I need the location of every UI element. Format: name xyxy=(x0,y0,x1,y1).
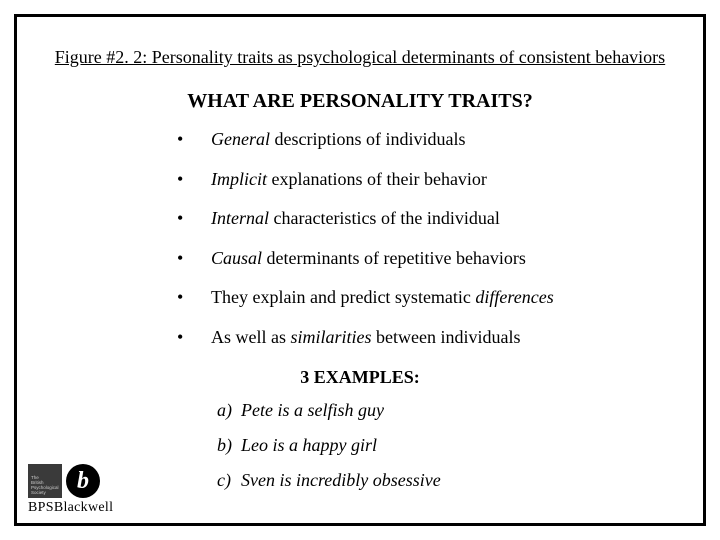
example-item: b)Leo is a happy girl xyxy=(217,435,673,456)
italic-word: similarities xyxy=(291,327,372,347)
logo-top-row: The British Psychological Society b xyxy=(28,464,138,498)
list-item: Causal determinants of repetitive behavi… xyxy=(177,248,593,270)
italic-word: General xyxy=(211,129,270,149)
example-text: Sven is incredibly obsessive xyxy=(241,470,441,490)
list-item: They explain and predict systematic diff… xyxy=(177,287,593,309)
examples-list: a)Pete is a selfish guy b)Leo is a happy… xyxy=(217,400,673,491)
logo-wordmark: BPSBlackwell xyxy=(28,500,138,516)
list-item: As well as similarities between individu… xyxy=(177,327,593,349)
publisher-logo: The British Psychological Society b BPSB… xyxy=(28,464,138,516)
italic-word: Causal xyxy=(211,248,262,268)
italic-word: Implicit xyxy=(211,169,267,189)
bullet-text: characteristics of the individual xyxy=(269,208,500,228)
bullet-text: between individuals xyxy=(372,327,521,347)
wordmark-prefix: BPS xyxy=(28,500,54,515)
italic-word: Internal xyxy=(211,208,269,228)
main-heading: WHAT ARE PERSONALITY TRAITS? xyxy=(107,90,613,113)
bullet-text: They explain and predict systematic xyxy=(211,287,475,307)
bps-square-icon: The British Psychological Society xyxy=(28,464,62,498)
bullet-text: descriptions of individuals xyxy=(270,129,465,149)
figure-caption: Figure #2. 2: Personality traits as psyc… xyxy=(47,47,673,68)
wordmark-rest: Blackwell xyxy=(54,500,113,515)
italic-word: differences xyxy=(475,287,553,307)
example-label: a) xyxy=(217,400,241,421)
list-item: General descriptions of individuals xyxy=(177,129,593,151)
examples-heading: 3 EXAMPLES: xyxy=(47,367,673,388)
bullet-text: As well as xyxy=(211,327,291,347)
bullet-text: explanations of their behavior xyxy=(267,169,487,189)
logo-square-line: Society xyxy=(31,491,59,496)
list-item: Internal characteristics of the individu… xyxy=(177,208,593,230)
blackwell-b-icon: b xyxy=(66,464,100,498)
example-text: Leo is a happy girl xyxy=(241,435,377,455)
example-text: Pete is a selfish guy xyxy=(241,400,384,420)
example-item: a)Pete is a selfish guy xyxy=(217,400,673,421)
example-label: b) xyxy=(217,435,241,456)
example-item: c)Sven is incredibly obsessive xyxy=(217,470,673,491)
slide-frame: Figure #2. 2: Personality traits as psyc… xyxy=(14,14,706,526)
list-item: Implicit explanations of their behavior xyxy=(177,169,593,191)
bullet-list: General descriptions of individuals Impl… xyxy=(177,129,593,349)
example-label: c) xyxy=(217,470,241,491)
bullet-text: determinants of repetitive behaviors xyxy=(262,248,526,268)
